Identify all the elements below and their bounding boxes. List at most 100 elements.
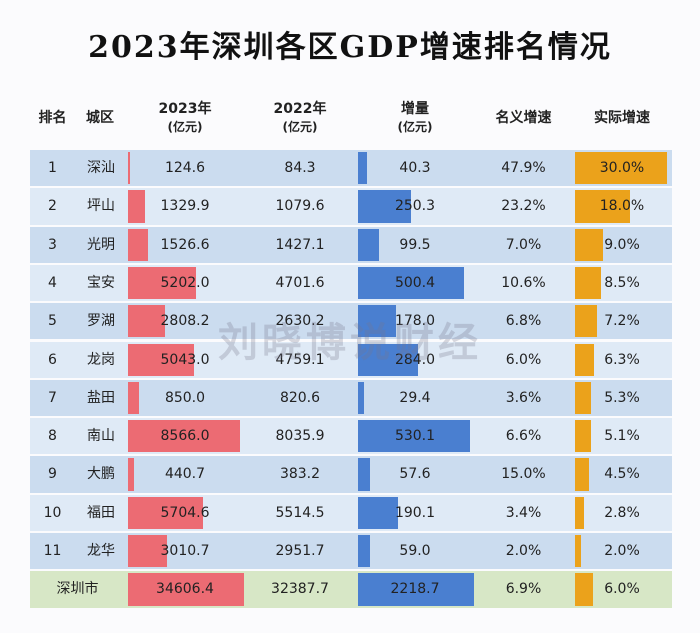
table-cell: 盐田 <box>87 389 115 406</box>
table-cell: 23.2% <box>501 198 546 215</box>
data-bar <box>575 305 598 338</box>
data-bar <box>575 535 582 568</box>
data-bar <box>358 190 411 223</box>
table-cell: 4.5% <box>604 466 640 483</box>
data-bar <box>128 228 148 261</box>
table-cell: 15.0% <box>501 466 546 483</box>
table-cell: 光明 <box>87 236 115 253</box>
header-line: (亿元) <box>167 120 203 134</box>
table-cell: 3.4% <box>505 504 542 521</box>
table-cell: 5 <box>48 313 57 330</box>
data-bar <box>575 152 667 185</box>
table-cell: 6.0% <box>604 581 640 598</box>
table-cell: 6.8% <box>505 313 542 330</box>
table-cell: 59.0 <box>399 543 431 559</box>
data-bar <box>358 573 474 606</box>
watermark: 刘晓博说财经 <box>218 320 482 366</box>
table-cell: 7 <box>48 389 57 406</box>
data-bar <box>128 458 134 491</box>
table-cell: 龙华 <box>87 543 115 559</box>
data-bar <box>575 496 584 529</box>
table-cell: 2808.2 <box>160 313 210 330</box>
table-cell: 2630.2 <box>275 313 325 330</box>
column-header: 排名 <box>30 109 75 127</box>
data-bar <box>358 496 399 529</box>
data-bar <box>575 573 594 606</box>
data-bar <box>358 266 464 300</box>
column-header: 名义增速 <box>475 109 572 127</box>
table-cell: 4 <box>48 274 57 291</box>
table-cell: 福田 <box>87 504 115 521</box>
table-cell: 250.3 <box>394 198 436 215</box>
table-cell: 2 <box>48 198 57 215</box>
data-bar <box>128 381 140 415</box>
table-cell: 6.6% <box>505 428 542 445</box>
data-bar <box>358 535 371 568</box>
column-header: 增量 (亿元) <box>355 100 475 136</box>
table-cell: 8 <box>48 428 57 445</box>
data-bar <box>128 535 168 568</box>
header-line: 2023年 <box>158 101 212 117</box>
title: 2023年深圳各区GDP增速排名情况 <box>88 30 612 65</box>
table-cell: 500.4 <box>394 274 436 291</box>
table-cell: 820.6 <box>279 389 321 406</box>
data-bar <box>358 343 418 376</box>
table-cell: 宝安 <box>87 274 115 291</box>
column-header: 2022年 (亿元) <box>245 100 355 136</box>
table-cell: 4759.1 <box>275 351 325 368</box>
data-bar <box>575 420 591 453</box>
table-cell: 8035.9 <box>275 428 325 445</box>
table-cell: 南山 <box>87 428 115 445</box>
table-cell: 5202.0 <box>160 274 210 291</box>
table-cell: 29.4 <box>399 389 431 406</box>
table-cell: 530.1 <box>394 428 436 445</box>
row-background <box>30 150 672 187</box>
data-bar <box>358 458 371 491</box>
table-cell: 1526.6 <box>160 236 210 253</box>
table-cell: 2218.7 <box>390 581 440 598</box>
table-cell: 10.6% <box>501 274 546 291</box>
table-cell: 3 <box>48 236 57 253</box>
table-cell: 30.0% <box>599 160 645 176</box>
table-cell: 7.0% <box>505 236 542 253</box>
header-line: (亿元) <box>282 120 318 134</box>
data-bar <box>358 305 396 338</box>
data-bar <box>128 266 197 300</box>
table-cell: 6 <box>48 351 57 368</box>
table-cell: 3.6% <box>505 389 542 406</box>
column-header: 城区 <box>75 109 125 127</box>
table-cell: 9 <box>48 466 57 483</box>
table-cell: 深圳市 <box>56 581 99 598</box>
table-cell: 5514.5 <box>275 504 325 521</box>
row-background <box>30 456 672 493</box>
data-bar <box>575 228 603 261</box>
table-cell: 1079.6 <box>275 198 325 215</box>
data-bar <box>128 343 194 376</box>
table-cell: 龙岗 <box>87 351 115 368</box>
data-bar <box>358 152 367 185</box>
data-bar <box>128 190 146 223</box>
table-cell: 罗湖 <box>87 313 115 330</box>
table-cell: 34606.4 <box>156 581 214 598</box>
data-bar <box>358 381 365 415</box>
table-cell: 5.3% <box>604 389 640 406</box>
table-cell: 1427.1 <box>275 236 325 253</box>
table-cell: 11 <box>43 543 62 559</box>
table-cell: 124.6 <box>164 160 206 176</box>
table-cell: 7.2% <box>604 313 640 330</box>
header-line: 排名 <box>38 110 67 126</box>
table-cell: 5.1% <box>604 428 640 445</box>
table-cell: 47.9% <box>501 160 546 176</box>
table-cell: 5043.0 <box>160 351 210 368</box>
table-cell: 坪山 <box>87 198 115 215</box>
table-cell: 6.3% <box>604 351 640 368</box>
header-line: 城区 <box>86 110 114 126</box>
data-bar <box>575 190 631 223</box>
data-bar <box>128 496 203 529</box>
table-cell: 8.5% <box>604 274 640 291</box>
table-cell: 6.9% <box>505 581 542 598</box>
table-cell: 383.2 <box>279 466 321 483</box>
table-cell: 2.0% <box>604 543 640 559</box>
table-cell: 84.3 <box>284 160 316 176</box>
table-cell: 284.0 <box>394 351 436 368</box>
